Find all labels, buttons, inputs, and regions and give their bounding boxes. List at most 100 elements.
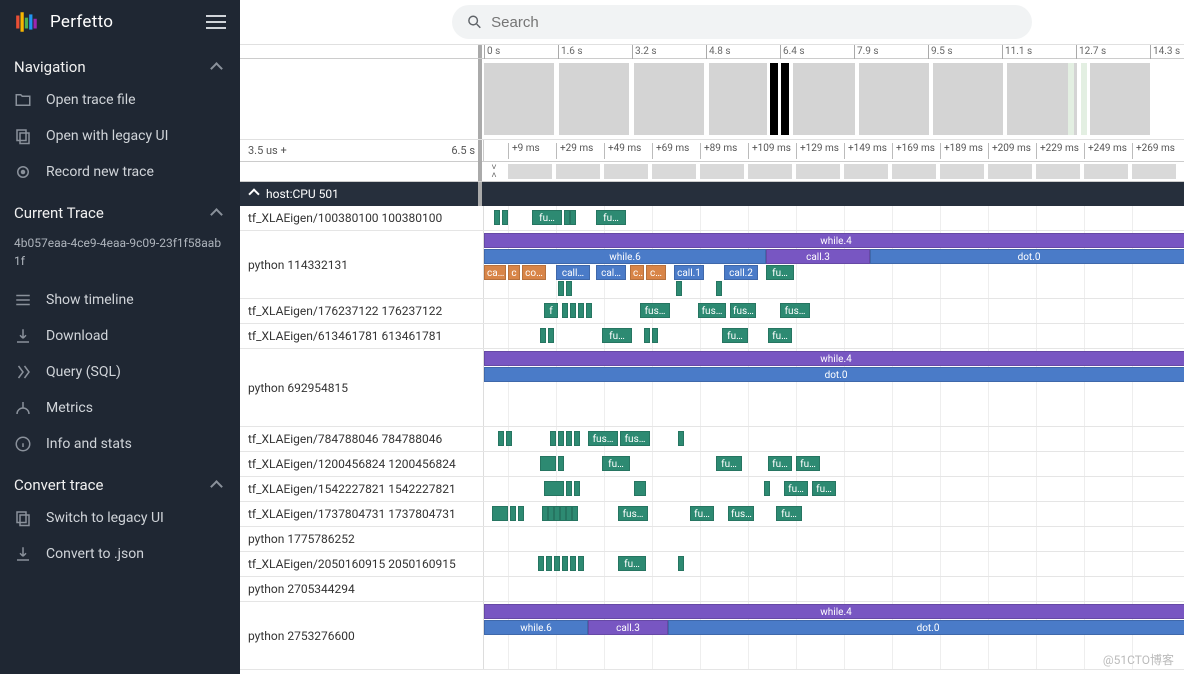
track-lane[interactable]: fu… (484, 552, 1184, 576)
track-row[interactable]: tf_XLAEigen/2050160915 2050160915fu… (240, 552, 1184, 577)
trace-slice[interactable] (558, 456, 564, 471)
track-lane[interactable]: fu… fu… (484, 206, 1184, 230)
trace-slice[interactable] (544, 481, 564, 496)
trace-slice[interactable] (676, 281, 682, 296)
search-input[interactable] (491, 14, 1018, 31)
trace-slice[interactable] (492, 506, 508, 521)
track-row[interactable]: tf_XLAEigen/613461781 613461781fu…fu…fu… (240, 324, 1184, 349)
track-row[interactable]: tf_XLAEigen/100380100 100380100fu…fu… (240, 206, 1184, 231)
track-row[interactable]: python 1775786252 (240, 527, 1184, 552)
trace-slice[interactable]: fu… (618, 556, 646, 571)
trace-slice[interactable] (634, 481, 646, 496)
convert-header[interactable]: Convert trace (0, 462, 240, 500)
trace-slice[interactable]: dot.0 (870, 249, 1184, 264)
trace-slice[interactable]: c (508, 265, 520, 280)
sidebar-item-metrics[interactable]: Metrics (0, 390, 240, 426)
trace-slice[interactable] (578, 556, 584, 571)
trace-slice[interactable] (554, 556, 560, 571)
track-row[interactable]: tf_XLAEigen/1737804731 1737804731fus…fu…… (240, 502, 1184, 527)
sidebar-item-open-trace[interactable]: Open trace file (0, 82, 240, 118)
track-lane[interactable]: fu… fu… fu… (484, 324, 1184, 348)
trace-slice[interactable]: fu… (596, 210, 626, 225)
trace-slice[interactable] (570, 303, 576, 318)
trace-slice[interactable] (502, 210, 508, 225)
trace-slice[interactable]: fu… (602, 456, 630, 471)
trace-slice[interactable] (566, 481, 572, 496)
trace-slice[interactable]: dot.0 (668, 620, 1184, 635)
track-lane[interactable]: fus…fu…fus…fu… (484, 502, 1184, 526)
trace-slice[interactable]: while.4 (484, 351, 1184, 366)
trace-slice[interactable]: call.3 (588, 620, 668, 635)
trace-slice[interactable] (562, 303, 568, 318)
trace-slice[interactable] (510, 506, 516, 521)
sidebar-item-info[interactable]: Info and stats (0, 426, 240, 462)
sidebar-item-download[interactable]: Download (0, 318, 240, 354)
trace-slice[interactable]: while.4 (484, 233, 1184, 248)
trace-slice[interactable] (548, 328, 554, 343)
trace-slice[interactable] (764, 481, 770, 496)
trace-slice[interactable] (558, 281, 564, 296)
trace-slice[interactable] (586, 303, 592, 318)
track-lane[interactable]: ffus…fus…fus…fus… (484, 299, 1184, 323)
trace-slice[interactable] (518, 506, 524, 521)
trace-slice[interactable] (678, 556, 684, 571)
track-row[interactable]: python 2753276600while.4while.6call.3dot… (240, 602, 1184, 670)
sidebar-item-timeline[interactable]: Show timeline (0, 282, 240, 318)
trace-slice[interactable] (570, 556, 576, 571)
trace-slice[interactable] (540, 328, 546, 343)
trace-slice[interactable]: while.4 (484, 604, 1184, 619)
trace-slice[interactable]: fus… (620, 431, 650, 446)
trace-slice[interactable]: fu… (796, 456, 820, 471)
trace-slice[interactable]: while.6 (484, 620, 588, 635)
trace-slice[interactable]: fu… (768, 328, 792, 343)
track-lane[interactable]: while.4dot.0 (484, 349, 1184, 426)
track-row[interactable]: python 2705344294 (240, 577, 1184, 602)
trace-slice[interactable] (538, 556, 544, 571)
trace-slice[interactable]: dot.0 (484, 367, 1184, 382)
trace-slice[interactable] (570, 210, 576, 225)
trace-slice[interactable]: fus… (618, 506, 648, 521)
track-lane[interactable] (484, 527, 1184, 551)
trace-slice[interactable]: call.2 (724, 265, 758, 280)
track-lane[interactable]: while.4while.6call.3dot.0 (484, 602, 1184, 669)
sidebar-item-switch-legacy[interactable]: Switch to legacy UI (0, 500, 240, 536)
trace-slice[interactable]: ca… (484, 265, 506, 280)
overview-minimap[interactable]: 0 s1.6 s3.2 s4.8 s6.4 s7.9 s9.5 s11.1 s1… (240, 44, 1184, 140)
trace-slice[interactable] (506, 431, 512, 446)
scrub-bar[interactable]: ˅˄ (240, 162, 1184, 182)
track-row[interactable]: tf_XLAEigen/1200456824 1200456824fu…fu…f… (240, 452, 1184, 477)
track-lane[interactable]: fu…fu…fu…fu… (484, 452, 1184, 476)
trace-slice[interactable]: fu… (766, 265, 794, 280)
trace-slice[interactable] (566, 431, 572, 446)
trace-slice[interactable] (578, 303, 584, 318)
trace-slice[interactable] (562, 556, 568, 571)
trace-slice[interactable]: while.6 (484, 249, 766, 264)
trace-slice[interactable]: fu… (602, 328, 632, 343)
search-box[interactable] (452, 5, 1032, 39)
trace-slice[interactable]: fu… (722, 328, 748, 343)
trace-slice[interactable]: fu… (784, 481, 808, 496)
trace-slice[interactable] (494, 210, 500, 225)
trace-slice[interactable] (558, 431, 564, 446)
trace-slice[interactable] (572, 506, 578, 521)
trace-slice[interactable]: fus… (780, 303, 810, 318)
trace-slice[interactable]: fu… (690, 506, 714, 521)
section-bar[interactable]: host:CPU 501 (240, 182, 1184, 206)
trace-slice[interactable] (540, 456, 556, 471)
track-lane[interactable]: fus…fus… (484, 427, 1184, 451)
track-row[interactable]: tf_XLAEigen/1542227821 1542227821fu…fu… (240, 477, 1184, 502)
menu-icon[interactable] (206, 15, 226, 29)
sidebar-item-record[interactable]: Record new trace (0, 154, 240, 190)
track-row[interactable]: tf_XLAEigen/176237122 176237122ffus…fus…… (240, 299, 1184, 324)
trace-slice[interactable]: fu… (532, 210, 562, 225)
trace-slice[interactable]: fu… (776, 506, 802, 521)
trace-slice[interactable]: cal… (596, 265, 626, 280)
trace-slice[interactable]: co… (522, 265, 546, 280)
sidebar-item-open-legacy[interactable]: Open with legacy UI (0, 118, 240, 154)
trace-slice[interactable]: c… (646, 265, 666, 280)
trace-slice[interactable] (678, 431, 684, 446)
sidebar-item-convert-json[interactable]: Convert to .json (0, 536, 240, 572)
trace-slice[interactable] (546, 556, 552, 571)
trace-slice[interactable]: fus… (640, 303, 670, 318)
trace-slice[interactable] (566, 281, 572, 296)
